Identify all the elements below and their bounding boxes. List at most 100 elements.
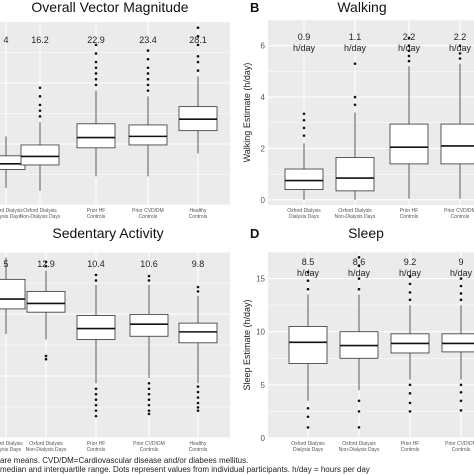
x-tick-label: Prior CVD/DM: [133, 441, 165, 447]
outlier-point: [408, 383, 412, 387]
iqr-box: [178, 322, 218, 344]
plot-marks: [0, 26, 218, 191]
mean-unit-label: h/day: [293, 43, 316, 53]
outlier-point: [407, 54, 411, 58]
outlier-point: [306, 406, 310, 410]
outlier-point: [353, 95, 357, 99]
iqr-box: [76, 123, 116, 149]
y-axis-label: Walking Estimate (h/day): [242, 63, 252, 163]
outlier-point: [196, 60, 200, 64]
x-tick-label: Oxford Dialysis: [0, 208, 23, 214]
outlier-point: [38, 95, 42, 98]
x-tick-label: Prior HF: [87, 441, 106, 447]
outlier-point: [357, 264, 361, 268]
box-5: [178, 285, 218, 412]
x-tick-label: Controls: [87, 447, 106, 453]
x-tick-label: Oxford Dialysis: [342, 441, 376, 447]
outlier-point: [408, 291, 412, 294]
mean-label: 12.9: [37, 259, 55, 269]
y-tick-label: 15: [256, 275, 265, 284]
outlier-point: [459, 277, 463, 280]
mean-unit-label: h/day: [297, 268, 320, 278]
x-tick-label: Healthy: [190, 208, 207, 214]
plot-marks: [284, 36, 474, 200]
outlier-point: [357, 287, 361, 291]
outlier-point: [94, 66, 98, 70]
outlier-point: [408, 275, 412, 278]
outlier-point: [459, 383, 463, 387]
outlier-point: [147, 409, 151, 412]
y-tick-label: 0: [261, 196, 266, 205]
iqr-box: [129, 313, 169, 337]
outlier-point: [147, 279, 151, 282]
x-tick-label: Dialysis Days: [289, 214, 320, 220]
outlier-point: [408, 401, 412, 405]
outlier-point: [94, 273, 98, 277]
outlier-point: [458, 52, 462, 55]
mean-label: 4: [3, 35, 8, 45]
iqr-box: [0, 278, 26, 310]
outlier-point: [196, 55, 200, 58]
outlier-point: [459, 284, 463, 288]
outlier-point: [196, 285, 200, 289]
outlier-point: [459, 409, 463, 412]
outlier-point: [196, 290, 200, 293]
box-4: [128, 49, 168, 177]
outlier-point: [94, 414, 98, 418]
chart-title: Sedentary Activity: [52, 225, 163, 241]
outlier-point: [196, 409, 200, 412]
box-3: [389, 36, 429, 199]
mean-label: 28.1: [189, 35, 207, 45]
chart-title: Sleep: [348, 225, 384, 241]
x-tick-label: Non-Dialysis Days: [335, 214, 376, 220]
outlier-point: [459, 298, 463, 302]
outlier-point: [146, 83, 150, 87]
box-2: [20, 86, 60, 191]
outlier-point: [44, 260, 48, 264]
panel-letter: D: [250, 226, 259, 241]
box-2: [26, 260, 66, 361]
outlier-point: [408, 282, 412, 286]
outlier-point: [408, 298, 412, 302]
outlier-point: [44, 354, 48, 358]
x-tick-label: Prior HF: [400, 208, 419, 214]
outlier-point: [94, 83, 98, 87]
x-tick-label: Controls: [189, 447, 208, 453]
outlier-point: [459, 292, 463, 295]
x-tick-label: Non-Dialysis Days: [20, 214, 61, 220]
x-tick-label: Healthy: [190, 441, 207, 447]
x-tick-label: Oxford Dialysis: [291, 441, 325, 447]
footnote-2: median and interquartile range. Dots rep…: [0, 465, 370, 474]
outlier-point: [196, 43, 200, 47]
x-tick-label: Oxford Dialysis: [287, 208, 321, 214]
y-tick-label: 0: [261, 434, 266, 443]
outlier-point: [147, 412, 151, 416]
outlier-point: [196, 401, 200, 405]
outlier-point: [458, 44, 462, 47]
mean-label: 9.8: [192, 259, 205, 269]
outlier-point: [146, 57, 150, 61]
x-tick-label: Oxford Dialysis: [23, 208, 57, 214]
box-3: [76, 273, 116, 418]
outlier-point: [147, 274, 151, 278]
outlier-point: [306, 415, 310, 419]
y-tick-label: 10: [256, 328, 265, 337]
outlier-point: [146, 72, 150, 75]
outlier-point: [147, 403, 151, 407]
outlier-point: [146, 77, 150, 81]
outlier-point: [146, 89, 150, 92]
outlier-point: [407, 59, 411, 63]
y-tick-label: 2: [261, 144, 266, 153]
outlier-point: [94, 52, 98, 55]
outlier-point: [147, 387, 151, 391]
outlier-point: [306, 270, 310, 274]
outlier-point: [94, 43, 98, 47]
iqr-box: [288, 325, 328, 364]
mean-label: 9: [458, 257, 463, 267]
outlier-point: [357, 410, 361, 413]
outlier-point: [94, 403, 98, 407]
outlier-point: [407, 36, 411, 40]
outlier-point: [38, 109, 42, 112]
